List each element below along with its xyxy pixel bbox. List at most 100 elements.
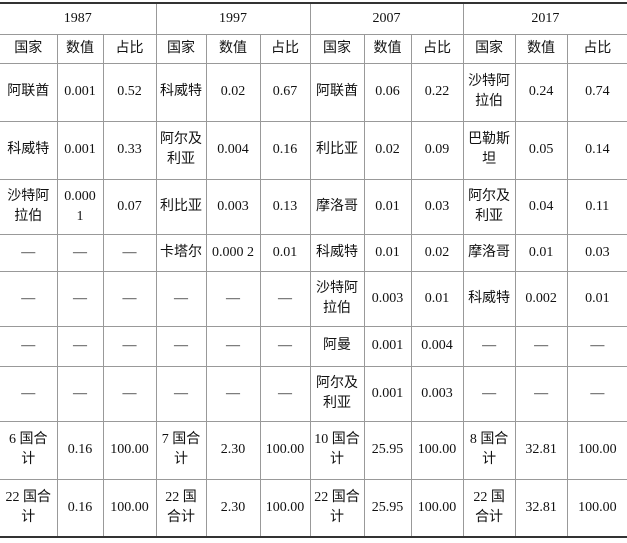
year-header: 1997 bbox=[155, 2, 311, 35]
table-cell: — bbox=[566, 365, 627, 422]
table-cell: 科威特 bbox=[155, 62, 207, 122]
table-cell: 0.02 bbox=[363, 120, 412, 180]
table-row: 阿联酋 0.001 0.52 科威特 0.02 0.67 阿联酋 0.06 0.22 沙特阿拉伯 0… bbox=[0, 62, 627, 122]
year-header: 2017 bbox=[462, 2, 627, 35]
table-cell: 摩洛哥 bbox=[309, 178, 365, 235]
table-cell: 32.81 bbox=[514, 478, 568, 538]
table-cell: 100.00 bbox=[410, 420, 464, 480]
column-header: 国家 bbox=[462, 33, 516, 64]
table-cell: 0.04 bbox=[514, 178, 568, 235]
table-cell: 0.67 bbox=[259, 62, 311, 122]
table-row: — — — — — — 阿尔及利亚 0.001 0.003— — — bbox=[0, 365, 627, 422]
table-cell: 阿尔及利亚 bbox=[462, 178, 516, 235]
table-cell: 0.09 bbox=[410, 120, 464, 180]
table-cell: — bbox=[102, 233, 157, 272]
table-cell: 22 国合计 bbox=[309, 478, 365, 538]
table-cell: 0.74 bbox=[566, 62, 627, 122]
table-cell: 0.002 bbox=[514, 270, 568, 327]
table-cell: — bbox=[155, 325, 207, 367]
table-cell: — bbox=[0, 365, 58, 422]
table-cell: 8 国合计 bbox=[462, 420, 516, 480]
table-cell: 阿曼 bbox=[309, 325, 365, 367]
table-cell: 0.07 bbox=[102, 178, 157, 235]
table-cell: 100.00 bbox=[102, 478, 157, 538]
table-cell: 0.000 1 bbox=[56, 178, 104, 235]
table-cell: 0.01 bbox=[363, 233, 412, 272]
table-row: 科威特 0.001 0.33 阿尔及利亚 0.004 0.16 利比亚 0.02 0.09 巴勒斯… bbox=[0, 120, 627, 180]
column-header: 数值 bbox=[514, 33, 568, 64]
table-cell: — bbox=[56, 270, 104, 327]
table-cell: 0.004 bbox=[205, 120, 261, 180]
table-cell: — bbox=[56, 325, 104, 367]
column-header: 占比 bbox=[410, 33, 464, 64]
table-cell: 0.02 bbox=[205, 62, 261, 122]
table-cell: 100.00 bbox=[259, 478, 311, 538]
table-cell: 科威特 bbox=[462, 270, 516, 327]
table-cell: 0.24 bbox=[514, 62, 568, 122]
table-cell: — bbox=[259, 325, 311, 367]
table-cell: 0.52 bbox=[102, 62, 157, 122]
table-cell: 沙特阿拉伯 bbox=[0, 178, 58, 235]
table-row: 6 国合计 0.16 100.00 7 国合计 2.30 100.00 10 国合计 25.9… bbox=[0, 420, 627, 480]
table-cell: 0.02 bbox=[410, 233, 464, 272]
table-cell: 科威特 bbox=[0, 120, 58, 180]
table-cell: 22 国合计 bbox=[155, 478, 207, 538]
table-cell: 0.22 bbox=[410, 62, 464, 122]
table-cell: 100.00 bbox=[410, 478, 464, 538]
column-header: 占比 bbox=[102, 33, 157, 64]
table-row: — — — — — — 沙特阿拉伯 0.003 0.01 科威特 0.002 0.01 bbox=[0, 270, 627, 327]
table-cell: 0.16 bbox=[56, 478, 104, 538]
table-cell: — bbox=[205, 270, 261, 327]
table-cell: 0.01 bbox=[410, 270, 464, 327]
table-cell: — bbox=[56, 365, 104, 422]
table-cell: 100.00 bbox=[259, 420, 311, 480]
column-header: 数值 bbox=[363, 33, 412, 64]
table-cell: — bbox=[0, 233, 58, 272]
table-cell: 0.16 bbox=[56, 420, 104, 480]
table-cell: 0.01 bbox=[259, 233, 311, 272]
table-cell: — bbox=[514, 365, 568, 422]
table-cell: — bbox=[259, 365, 311, 422]
table-cell: 6 国合计 bbox=[0, 420, 58, 480]
table-cell: 巴勒斯坦 bbox=[462, 120, 516, 180]
table-cell: 0.003 bbox=[410, 365, 464, 422]
table-cell: 利比亚 bbox=[309, 120, 365, 180]
table-cell: 利比亚 bbox=[155, 178, 207, 235]
column-header: 数值 bbox=[205, 33, 261, 64]
column-header: 占比 bbox=[566, 33, 627, 64]
table-cell: — bbox=[102, 365, 157, 422]
table-cell: 25.95 bbox=[363, 420, 412, 480]
year-header: 1987 bbox=[0, 2, 157, 35]
column-header: 国家 bbox=[155, 33, 207, 64]
table-cell: 0.33 bbox=[102, 120, 157, 180]
table-cell: — bbox=[102, 270, 157, 327]
table-cell: 0.001 bbox=[363, 365, 412, 422]
table-cell: 摩洛哥 bbox=[462, 233, 516, 272]
table-cell: — bbox=[155, 270, 207, 327]
table-cell: — bbox=[205, 325, 261, 367]
table-cell: 0.03 bbox=[410, 178, 464, 235]
table-cell: — bbox=[0, 325, 58, 367]
table-cell: 沙特阿拉伯 bbox=[309, 270, 365, 327]
table-cell: 沙特阿拉伯 bbox=[462, 62, 516, 122]
year-header: 2007 bbox=[309, 2, 464, 35]
table-cell: 0.06 bbox=[363, 62, 412, 122]
table-cell: — bbox=[462, 365, 516, 422]
table-cell: 阿尔及利亚 bbox=[155, 120, 207, 180]
table-cell: 阿尔及利亚 bbox=[309, 365, 365, 422]
table-cell: 10 国合计 bbox=[309, 420, 365, 480]
table-cell: 0.000 2 bbox=[205, 233, 261, 272]
table-cell: — bbox=[462, 325, 516, 367]
table-cell: — bbox=[0, 270, 58, 327]
table-row: 22 国合计 0.16 100.00 22 国合计 2.30 100.00 22 国合计 25… bbox=[0, 478, 627, 538]
table-cell: — bbox=[566, 325, 627, 367]
column-header: 数值 bbox=[56, 33, 104, 64]
column-header-row: 国家 数值 占比 国家 数值 占比 国家 数值 占比 国家 数值 占比 bbox=[0, 33, 627, 64]
table-cell: 0.01 bbox=[566, 270, 627, 327]
table-cell: 0.001 bbox=[363, 325, 412, 367]
table-cell: — bbox=[102, 325, 157, 367]
header-row: 1987 1997 2007 2017 bbox=[0, 2, 627, 35]
table-cell: 25.95 bbox=[363, 478, 412, 538]
table-cell: 卡塔尔 bbox=[155, 233, 207, 272]
